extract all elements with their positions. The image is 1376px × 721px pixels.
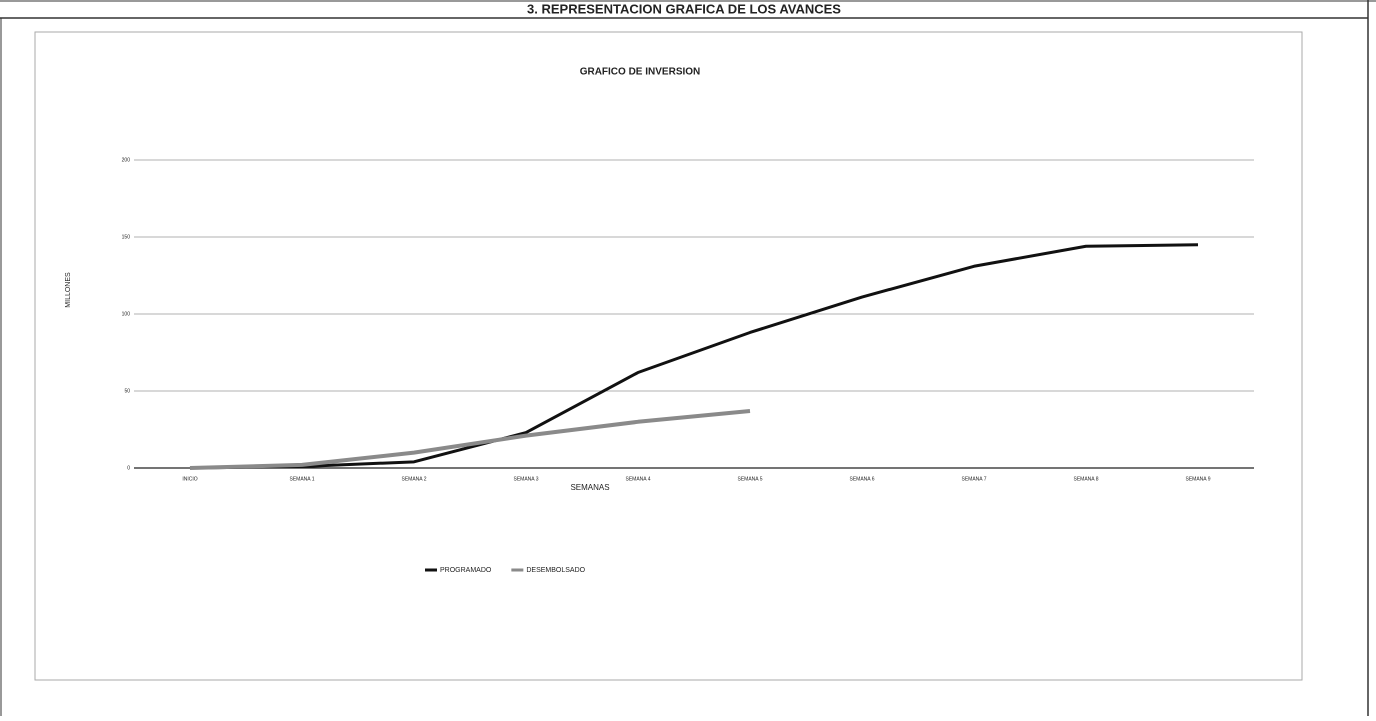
y-tick-label: 50 (124, 388, 130, 394)
x-tick-label: INICIO (182, 476, 197, 482)
y-tick-label: 0 (127, 465, 130, 471)
x-tick-label: SEMANA 4 (625, 476, 650, 482)
x-axis-label: SEMANAS (570, 483, 609, 492)
legend-label: PROGRAMADO (440, 567, 492, 574)
x-tick-label: SEMANA 7 (961, 476, 986, 482)
x-tick-label: SEMANA 9 (1185, 476, 1210, 482)
y-axis-label: MILLONES (65, 272, 72, 308)
y-tick-label: 100 (122, 311, 131, 317)
x-tick-label: SEMANA 1 (289, 476, 314, 482)
legend-label: DESEMBOLSADO (526, 567, 585, 574)
chart-frame (34, 31, 1303, 681)
section-header: 3. REPRESENTACION GRAFICA DE LOS AVANCES (527, 1, 841, 16)
y-tick-label: 200 (122, 157, 131, 163)
x-tick-label: SEMANA 8 (1073, 476, 1098, 482)
series-line (189, 243, 1199, 470)
x-tick-label: SEMANA 2 (401, 476, 426, 482)
x-tick-label: SEMANA 6 (849, 476, 874, 482)
x-tick-label: SEMANA 3 (513, 476, 538, 482)
y-tick-label: 150 (122, 234, 131, 240)
series-line (189, 409, 751, 470)
x-tick-label: SEMANA 5 (737, 476, 762, 482)
chart-title: GRAFICO DE INVERSION (580, 67, 701, 78)
